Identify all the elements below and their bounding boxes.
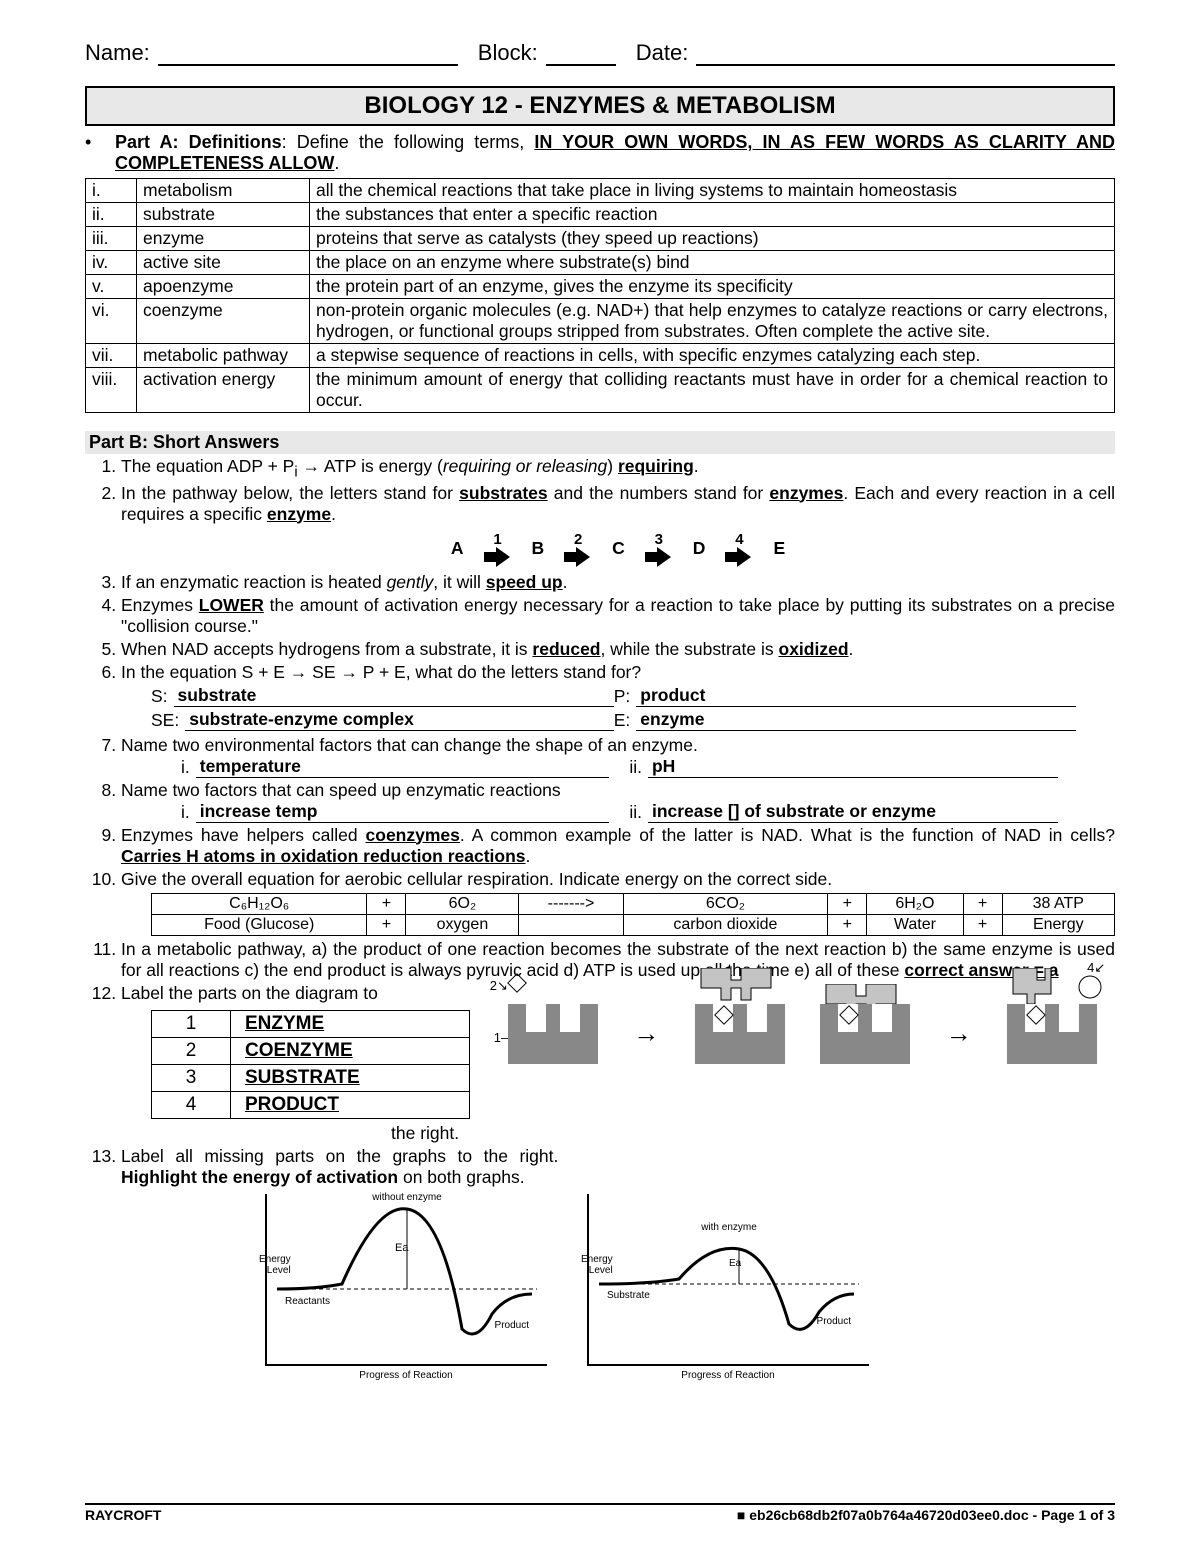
- part-b-heading: Part B: Short Answers: [85, 431, 1115, 454]
- table-row: v.apoenzymethe protein part of an enzyme…: [86, 275, 1115, 299]
- table-row: ii.substratethe substances that enter a …: [86, 203, 1115, 227]
- pathway-diagram: A 1 B 2 C 3 D 4 E: [121, 531, 1115, 566]
- table-row: 3SUBSTRATE: [152, 1064, 470, 1091]
- footer-left: RAYCROFT: [85, 1507, 162, 1523]
- table-row: vi.coenzymenon-protein organic molecules…: [86, 299, 1115, 344]
- q4: Enzymes LOWER the amount of activation e…: [121, 595, 1115, 637]
- arrow-icon: [484, 548, 512, 566]
- x-axis-label: Progress of Reaction: [587, 1370, 869, 1381]
- name-label: Name:: [85, 40, 150, 66]
- arrow-icon: →: [633, 1018, 659, 1049]
- product-shape: [1007, 968, 1067, 1004]
- table-row: 2COENZYME: [152, 1037, 470, 1064]
- worksheet-page: Name: Block: Date: BIOLOGY 12 - ENZYMES …: [0, 0, 1200, 1553]
- table-row: vii.metabolic pathwaya stepwise sequence…: [86, 344, 1115, 368]
- block-label: Block:: [478, 40, 538, 66]
- part-a-intro: • Part A: Definitions: Define the follow…: [85, 132, 1115, 174]
- q3: If an enzymatic reaction is heated gentl…: [121, 572, 1115, 593]
- block-blank[interactable]: [546, 42, 616, 66]
- table-row: iii.enzymeproteins that serve as catalys…: [86, 227, 1115, 251]
- x-axis-label: Progress of Reaction: [265, 1370, 547, 1381]
- table-row: 1ENZYME: [152, 1010, 470, 1037]
- q6: In the equation S + E → SE → P + E, what…: [121, 662, 1115, 733]
- name-blank[interactable]: [158, 42, 458, 66]
- table-row: 4PRODUCT: [152, 1091, 470, 1118]
- respiration-table: C₆H₁₂O₆+6O₂------->6CO₂+6H₂O+38 ATP Food…: [151, 893, 1115, 936]
- q5: When NAD accepts hydrogens from a substr…: [121, 639, 1115, 660]
- table-row: iv.active sitethe place on an enzyme whe…: [86, 251, 1115, 275]
- q6-grid: S:substrate P:product SE:substrate-enzym…: [151, 685, 1115, 733]
- part-a-intro-text: : Define the following terms,: [282, 132, 535, 152]
- part-a-label: Part A: Definitions: [115, 132, 282, 152]
- footer: RAYCROFT ■ eb26cb68db2f07a0b764a46720d03…: [85, 1503, 1115, 1523]
- q12: Label the parts on the diagram to 1ENZYM…: [121, 983, 1115, 1144]
- date-blank[interactable]: [696, 42, 1115, 66]
- label-table: 1ENZYME2COENZYME3SUBSTRATE4PRODUCT: [151, 1010, 470, 1119]
- q11: In a metabolic pathway, a) the product o…: [121, 939, 1115, 981]
- graphs-row: Energy Level without enzyme Ea Reactants…: [265, 1194, 1115, 1381]
- definitions-table: i.metabolismall the chemical reactions t…: [85, 178, 1115, 413]
- enzyme-diagram: 2↘ 1— → ┌3 →: [490, 1004, 1115, 1064]
- q13: Label all missing parts on the graphs to…: [121, 1146, 1115, 1188]
- q10: Give the overall equation for aerobic ce…: [121, 869, 1115, 936]
- q2: In the pathway below, the letters stand …: [121, 483, 1115, 566]
- product-shape: [1077, 974, 1103, 1004]
- q9: Enzymes have helpers called coenzymes. A…: [121, 825, 1115, 867]
- footer-right: ■ eb26cb68db2f07a0b764a46720d03ee0.doc -…: [737, 1507, 1115, 1523]
- graph-with-enzyme: with enzyme Ea Substrate Product: [587, 1194, 869, 1366]
- bullet-icon: •: [85, 132, 115, 174]
- substrate-shape: [691, 968, 791, 1004]
- q7: Name two environmental factors that can …: [121, 735, 1115, 778]
- header-row: Name: Block: Date:: [85, 40, 1115, 66]
- graph-without-enzyme: without enzyme Ea Reactants Product: [265, 1194, 547, 1366]
- page-title: BIOLOGY 12 - ENZYMES & METABOLISM: [85, 86, 1115, 126]
- q8: Name two factors that can speed up enzym…: [121, 780, 1115, 823]
- date-label: Date:: [636, 40, 689, 66]
- table-row: i.metabolismall the chemical reactions t…: [86, 179, 1115, 203]
- arrow-icon: →: [946, 1018, 972, 1049]
- part-b-list: The equation ADP + Pi → ATP is energy (r…: [85, 456, 1115, 1188]
- arrow-icon: [645, 548, 673, 566]
- arrow-icon: [564, 548, 592, 566]
- arrow-icon: [725, 548, 753, 566]
- table-row: viii.activation energythe minimum amount…: [86, 368, 1115, 413]
- q1: The equation ADP + Pi → ATP is energy (r…: [121, 456, 1115, 481]
